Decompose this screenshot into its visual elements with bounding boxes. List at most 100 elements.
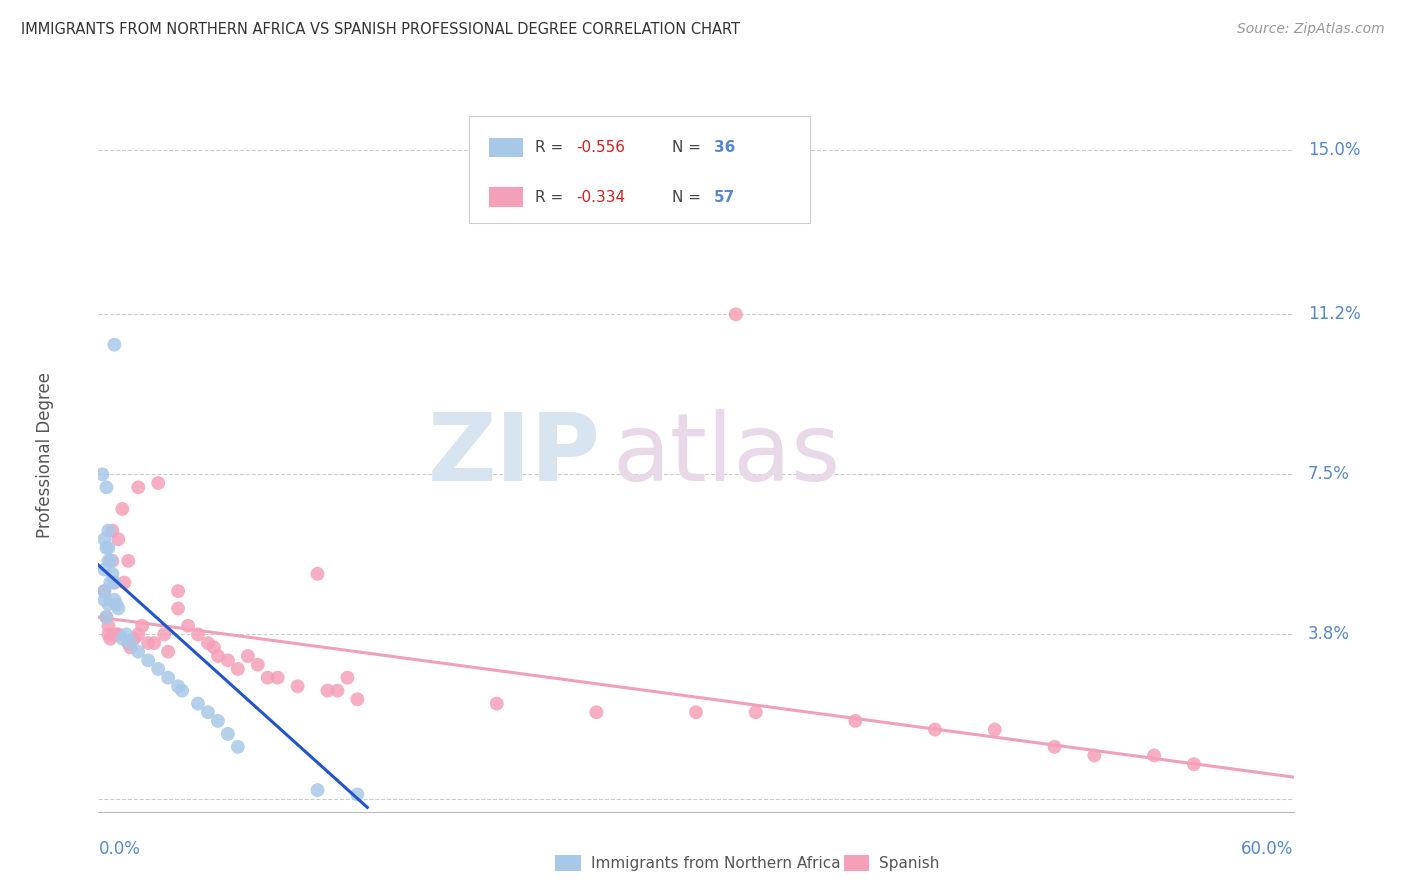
Point xyxy=(107,627,129,641)
Point xyxy=(101,566,124,581)
Point xyxy=(172,683,194,698)
Point xyxy=(98,575,122,590)
Point xyxy=(924,723,946,737)
Point xyxy=(96,541,118,555)
Point xyxy=(226,662,249,676)
Point xyxy=(103,592,125,607)
Point xyxy=(148,476,170,491)
Point xyxy=(153,627,176,641)
Point xyxy=(226,739,249,754)
Point xyxy=(267,671,290,685)
Point xyxy=(1182,757,1205,772)
Point xyxy=(187,627,209,641)
Point xyxy=(167,601,190,615)
Point xyxy=(101,554,124,568)
Text: 7.5%: 7.5% xyxy=(1308,466,1350,483)
Text: -0.334: -0.334 xyxy=(576,190,626,205)
Point xyxy=(167,584,190,599)
Text: 3.8%: 3.8% xyxy=(1308,625,1350,643)
Point xyxy=(103,575,125,590)
Point xyxy=(485,697,508,711)
Point xyxy=(256,671,278,685)
Text: R =: R = xyxy=(534,140,568,155)
Point xyxy=(202,640,225,655)
Point xyxy=(97,524,120,538)
Point xyxy=(983,723,1005,737)
Point xyxy=(585,705,607,719)
Text: 60.0%: 60.0% xyxy=(1241,840,1294,858)
Point xyxy=(127,627,149,641)
Point xyxy=(105,627,128,641)
Point xyxy=(98,554,122,568)
Point xyxy=(197,705,219,719)
Point xyxy=(217,727,239,741)
Point xyxy=(236,648,259,663)
Point xyxy=(844,714,866,728)
Point xyxy=(96,610,118,624)
Point xyxy=(724,307,747,321)
Point xyxy=(112,575,135,590)
Point xyxy=(136,636,159,650)
Point xyxy=(167,679,190,693)
Point xyxy=(120,636,142,650)
Point xyxy=(307,783,329,797)
Point xyxy=(131,619,153,633)
Point xyxy=(187,697,209,711)
Text: Source: ZipAtlas.com: Source: ZipAtlas.com xyxy=(1237,22,1385,37)
Point xyxy=(207,648,229,663)
Point xyxy=(91,467,114,482)
Point xyxy=(93,562,115,576)
Point xyxy=(1143,748,1166,763)
Text: 57: 57 xyxy=(714,190,735,205)
Point xyxy=(97,541,120,555)
Text: Spanish: Spanish xyxy=(879,856,939,871)
Point xyxy=(101,524,124,538)
Text: -0.556: -0.556 xyxy=(576,140,626,155)
FancyBboxPatch shape xyxy=(470,116,810,223)
Point xyxy=(97,619,120,633)
Point xyxy=(316,683,339,698)
Text: Immigrants from Northern Africa: Immigrants from Northern Africa xyxy=(591,856,841,871)
FancyBboxPatch shape xyxy=(489,137,523,158)
Point xyxy=(96,610,118,624)
Point xyxy=(177,619,200,633)
Text: 36: 36 xyxy=(714,140,735,155)
Point xyxy=(111,502,134,516)
Point xyxy=(217,653,239,667)
Point xyxy=(96,480,118,494)
Point xyxy=(115,627,138,641)
Text: Professional Degree: Professional Degree xyxy=(35,372,53,538)
Point xyxy=(143,636,166,650)
Point xyxy=(97,597,120,611)
Point xyxy=(1083,748,1105,763)
Point xyxy=(107,601,129,615)
Point xyxy=(346,788,368,802)
Text: 15.0%: 15.0% xyxy=(1308,141,1361,159)
Text: N =: N = xyxy=(672,140,706,155)
Point xyxy=(111,632,134,646)
Point xyxy=(136,653,159,667)
Text: ZIP: ZIP xyxy=(427,409,600,501)
Point xyxy=(685,705,707,719)
Point xyxy=(246,657,269,672)
Text: 11.2%: 11.2% xyxy=(1308,305,1361,324)
Point xyxy=(336,671,359,685)
FancyBboxPatch shape xyxy=(489,187,523,208)
Point xyxy=(103,575,125,590)
Point xyxy=(107,533,129,547)
Point xyxy=(197,636,219,650)
Point xyxy=(93,533,115,547)
Point xyxy=(103,627,125,641)
Point xyxy=(157,671,180,685)
Point xyxy=(120,640,142,655)
Point xyxy=(97,627,120,641)
Text: atlas: atlas xyxy=(612,409,841,501)
Point xyxy=(105,597,128,611)
Point xyxy=(117,554,139,568)
Point xyxy=(117,636,139,650)
Point xyxy=(148,662,170,676)
Point xyxy=(93,592,115,607)
Point xyxy=(745,705,768,719)
Point xyxy=(307,566,329,581)
Point xyxy=(103,337,125,351)
